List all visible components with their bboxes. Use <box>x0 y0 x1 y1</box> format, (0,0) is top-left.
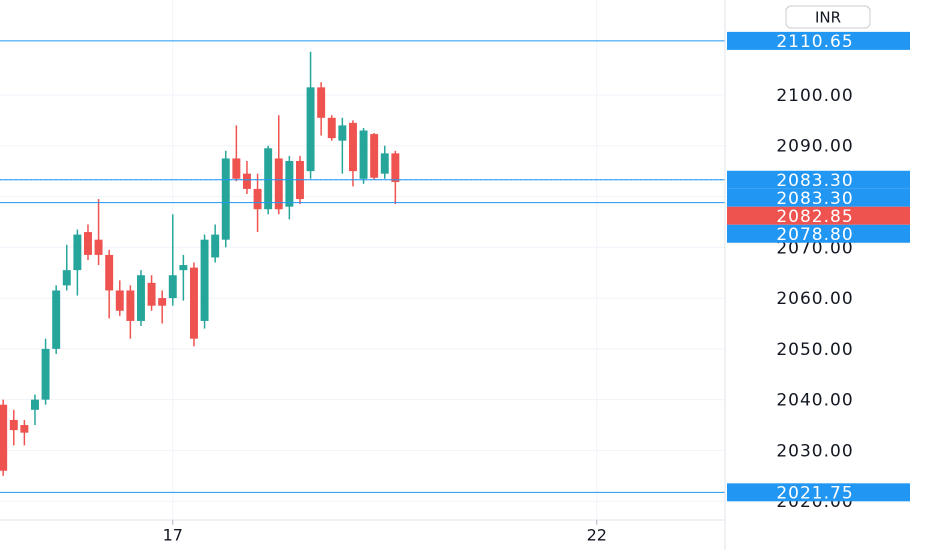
currency-button[interactable] <box>785 5 871 29</box>
price-label: 2110.65 <box>776 32 853 52</box>
candle-body <box>115 290 124 311</box>
price-label: 2078.80 <box>776 225 853 245</box>
price-label: 2082.85 <box>776 207 853 227</box>
candle-body <box>242 173 251 189</box>
candle-body <box>359 130 368 179</box>
candle-body <box>317 87 326 118</box>
candle-body <box>327 117 336 139</box>
candle-body <box>200 239 209 321</box>
candle-body <box>52 290 61 349</box>
price-label-box <box>727 188 910 207</box>
grid <box>0 0 725 520</box>
candle-body <box>348 122 357 172</box>
y-tick-label: 2030.00 <box>776 441 853 461</box>
candle-body <box>147 282 156 306</box>
y-tick-label: 2050.00 <box>776 340 853 360</box>
candle-body <box>62 270 71 286</box>
candle-body <box>211 234 220 258</box>
candle-body <box>126 290 135 321</box>
candle-body <box>380 153 389 174</box>
plot <box>0 40 725 493</box>
y-tick-label: 2090.00 <box>776 137 853 157</box>
price-label: 2021.75 <box>776 483 853 503</box>
candle-body <box>232 158 241 179</box>
candle-body <box>105 254 114 291</box>
candle-body <box>9 419 18 431</box>
candle-body <box>31 399 39 410</box>
candle-body <box>84 232 92 255</box>
candle-body <box>306 87 315 172</box>
y-tick-label: 2040.00 <box>776 391 853 411</box>
candle-body <box>253 188 262 210</box>
candle-body <box>41 348 50 400</box>
y-tick-label: 2100.00 <box>776 86 853 106</box>
candle-body <box>264 148 273 210</box>
currency[interactable]: INR <box>815 9 841 27</box>
price-label-box <box>727 483 910 502</box>
price-axis: 2020.002030.002040.002050.002060.002070.… <box>0 0 910 550</box>
candle-body <box>94 239 103 255</box>
price-label-box <box>727 206 910 225</box>
candle-body <box>179 265 188 271</box>
candle-body <box>370 134 379 178</box>
price-label: 2083.30 <box>776 189 853 209</box>
price-label-box <box>727 224 910 243</box>
candle-body <box>221 158 230 240</box>
y-tick-label: 2070.00 <box>776 238 853 258</box>
candle-body <box>189 267 198 339</box>
x-tick-label: 22 <box>587 526 607 545</box>
price-label: 2083.30 <box>776 171 853 191</box>
price-label-box <box>727 170 910 189</box>
price-label-box <box>727 31 910 50</box>
candle-body <box>0 404 8 471</box>
y-tick-label: 2060.00 <box>776 289 853 309</box>
x-tick-label: 17 <box>163 526 183 545</box>
candle-body <box>338 125 347 141</box>
candle-body <box>274 158 283 210</box>
candle-body <box>285 160 294 207</box>
candle-body <box>136 275 145 321</box>
candle-body <box>158 298 167 306</box>
candle-body <box>73 234 82 271</box>
candle-body <box>20 425 29 433</box>
candle-body <box>391 153 400 183</box>
candle-body <box>168 275 177 299</box>
